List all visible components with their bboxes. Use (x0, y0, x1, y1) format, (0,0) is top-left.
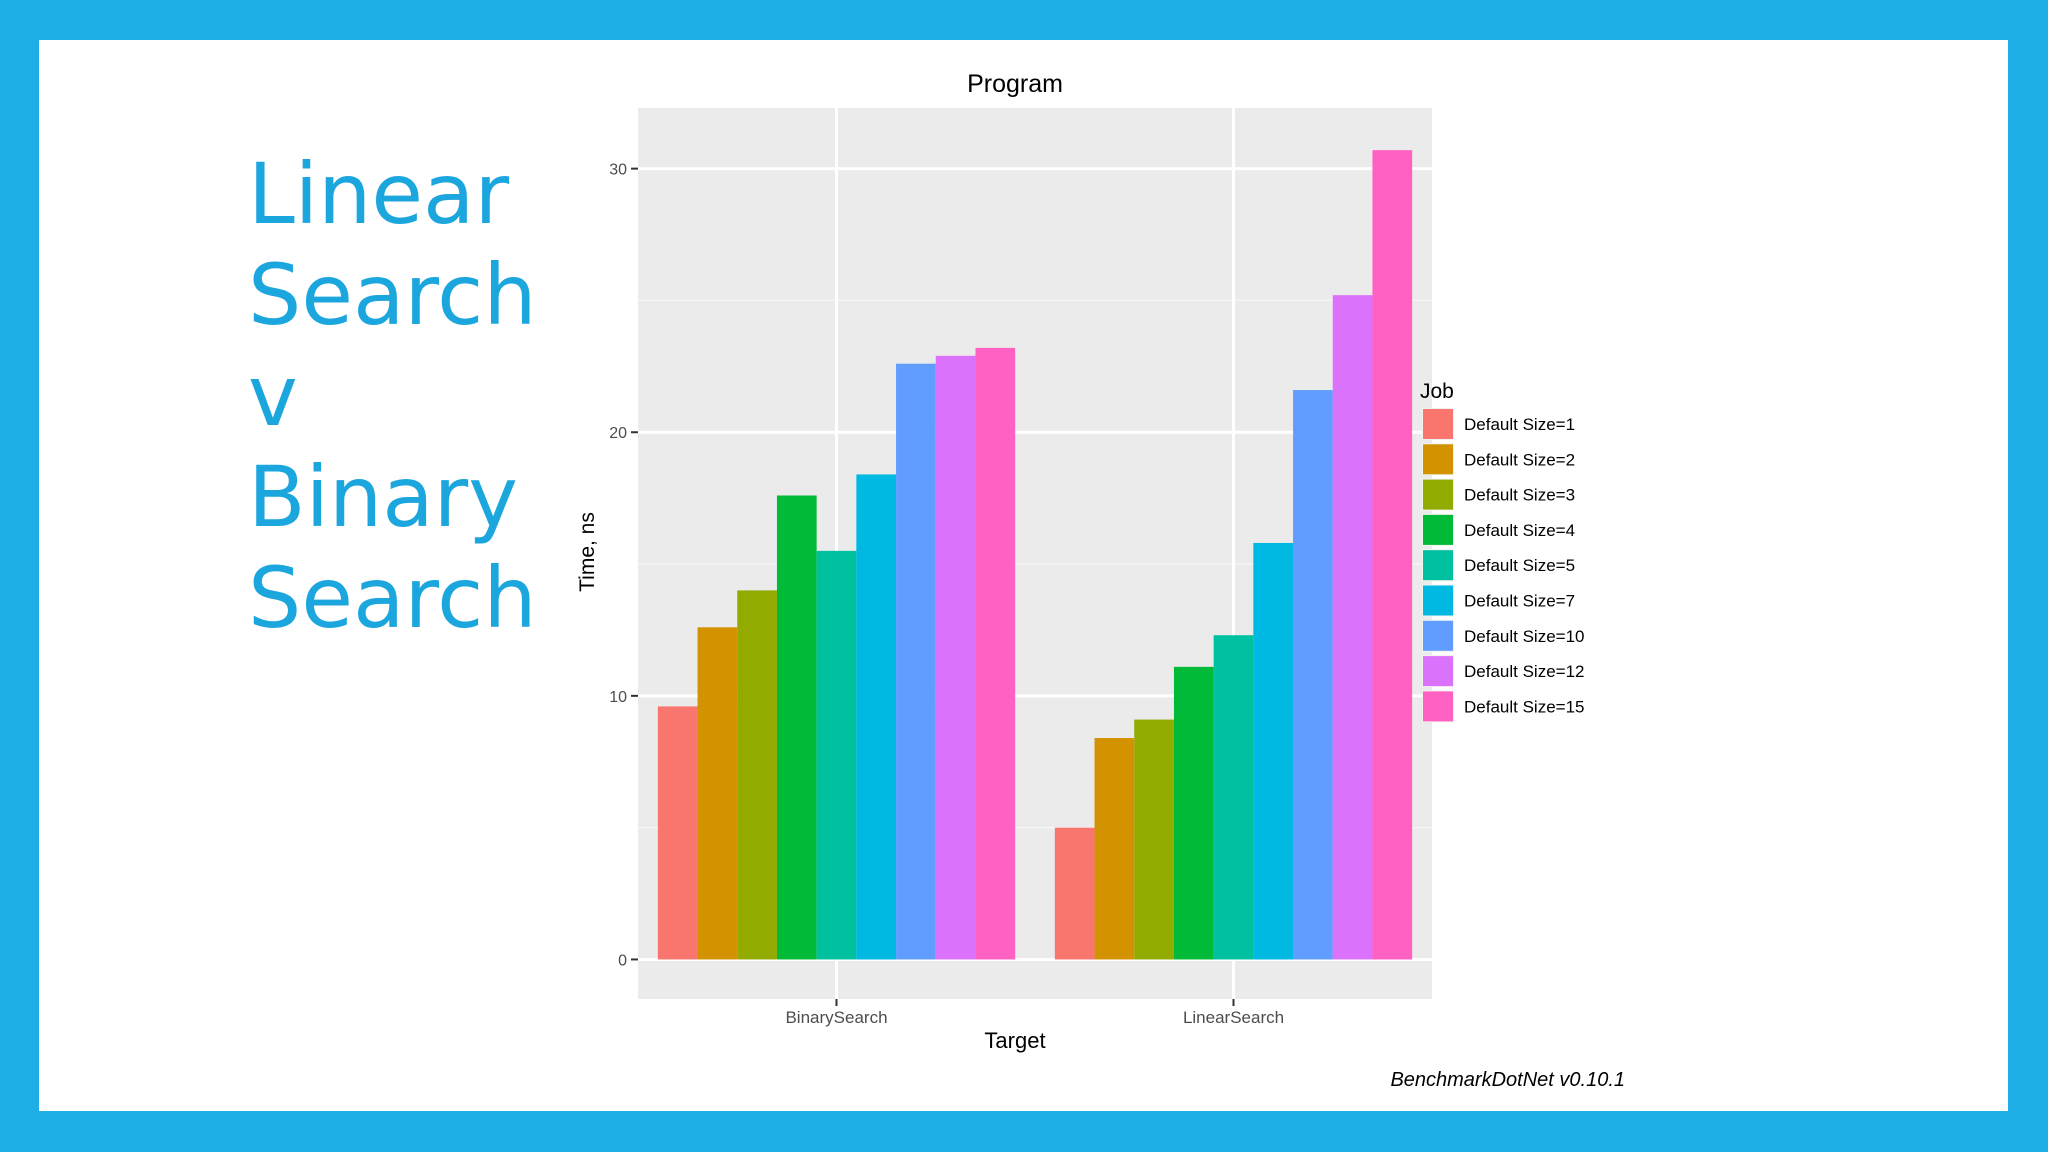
bar (697, 627, 738, 960)
slide-title-line: v (248, 347, 298, 445)
bar (737, 590, 777, 960)
legend-swatch (1423, 691, 1453, 722)
y-tick-label: 0 (618, 952, 627, 969)
legend-swatch (1423, 585, 1453, 616)
bar (896, 363, 936, 960)
y-tick-label: 10 (609, 689, 627, 706)
legend-label: Default Size=3 (1464, 486, 1575, 505)
bars (657, 150, 1413, 960)
x-tick-label: BinarySearch (785, 1008, 887, 1027)
legend: Job Default Size=1 Default Size=2 Default … (1420, 380, 1585, 723)
chart-title: Program (967, 70, 1063, 98)
bar (816, 550, 857, 960)
legend-swatch (1423, 444, 1453, 475)
slide-title-line: Search (248, 549, 537, 647)
bar (1134, 719, 1174, 960)
x-tick-label: LinearSearch (1183, 1008, 1284, 1027)
bar (1213, 635, 1254, 960)
slide-title-line: Binary (248, 448, 518, 546)
y-tick-label: 30 (609, 162, 627, 179)
legend-label: Default Size=1 (1464, 415, 1575, 434)
legend-label: Default Size=7 (1464, 592, 1575, 611)
legend-title: Job (1420, 380, 1454, 403)
legend-swatch (1423, 409, 1453, 439)
bar (1094, 738, 1135, 960)
bar (1054, 827, 1095, 960)
slide: Linear Search v Binary Search 0 10 20 30 Bin… (39, 40, 2008, 1111)
bar (657, 706, 698, 960)
bar (975, 347, 1016, 960)
legend-label: Default Size=15 (1464, 697, 1585, 716)
legend-swatch (1423, 479, 1453, 510)
x-axis-label: Target (984, 1028, 1045, 1053)
footnote: BenchmarkDotNet v0.10.1 (1390, 1069, 1625, 1091)
bar (1332, 295, 1373, 960)
y-axis-label: Time, ns (576, 512, 599, 592)
legend-label: Default Size=2 (1464, 450, 1575, 469)
bar (1372, 150, 1413, 960)
bar (776, 495, 817, 960)
legend-label: Default Size=5 (1464, 556, 1575, 575)
axes: 0 10 20 30 BinarySearch LinearSearch (609, 162, 1284, 1027)
legend-swatch (1423, 550, 1453, 581)
slide-title: Linear Search v Binary Search (248, 144, 537, 649)
bar (1173, 666, 1214, 960)
y-tick-label: 20 (609, 425, 627, 442)
bar (935, 355, 976, 960)
legend-label: Default Size=12 (1464, 662, 1585, 681)
bar (1293, 390, 1333, 960)
legend-swatch (1423, 620, 1453, 651)
legend-swatch (1423, 656, 1453, 687)
legend-swatch (1423, 514, 1453, 545)
slide-title-line: Linear (248, 145, 510, 243)
legend-label: Default Size=4 (1464, 521, 1575, 540)
bar (856, 474, 897, 960)
slide-title-line: Search (248, 246, 537, 344)
legend-label: Default Size=10 (1464, 627, 1585, 646)
bar (1253, 542, 1294, 960)
